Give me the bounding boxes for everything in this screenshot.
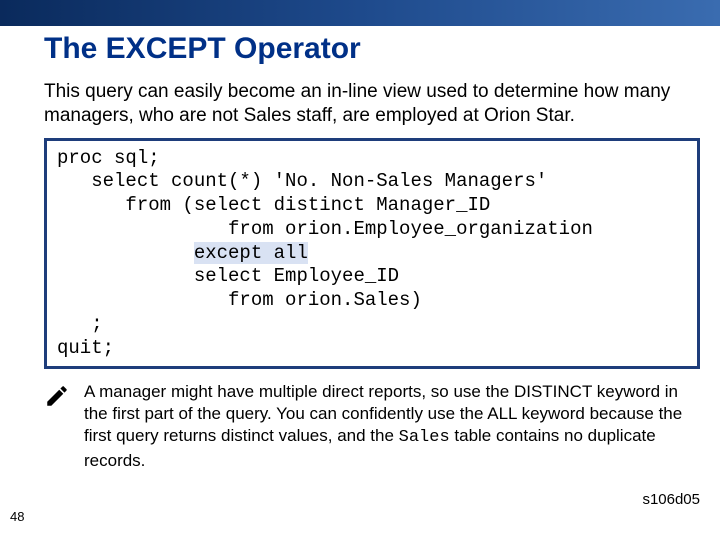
note-row: A manager might have multiple direct rep… bbox=[44, 381, 700, 471]
code-line-6: select Employee_ID bbox=[57, 265, 399, 287]
code-line-4: from orion.Employee_organization bbox=[57, 218, 593, 240]
note-mono: Sales bbox=[399, 428, 450, 447]
code-line-5-pad bbox=[57, 242, 194, 264]
code-line-9: quit; bbox=[57, 337, 114, 359]
code-highlight: except all bbox=[194, 242, 308, 264]
code-line-1: proc sql; bbox=[57, 147, 160, 169]
page-number: 48 bbox=[10, 509, 24, 524]
code-line-2: select count(*) 'No. Non-Sales Managers' bbox=[57, 170, 547, 192]
slide-title: The EXCEPT Operator bbox=[44, 32, 700, 66]
code-line-7: from orion.Sales) bbox=[57, 289, 422, 311]
slide-content: The EXCEPT Operator This query can easil… bbox=[44, 32, 700, 472]
reference-id: s106d05 bbox=[642, 491, 700, 508]
note-text: A manager might have multiple direct rep… bbox=[84, 381, 700, 471]
code-block: proc sql; select count(*) 'No. Non-Sales… bbox=[44, 138, 700, 370]
pencil-icon bbox=[44, 383, 70, 409]
code-line-3: from (select distinct Manager_ID bbox=[57, 194, 490, 216]
code-line-8: ; bbox=[57, 313, 103, 335]
intro-paragraph: This query can easily become an in-line … bbox=[44, 80, 700, 128]
header-band bbox=[0, 0, 720, 26]
